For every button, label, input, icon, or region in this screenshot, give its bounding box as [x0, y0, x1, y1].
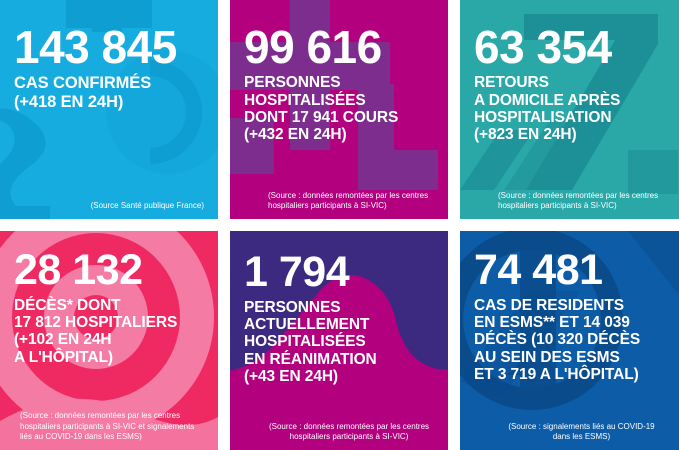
- spacer: [474, 144, 665, 191]
- stat-tile-retours-a-domicile: 63 354 RETOURS A DOMICILE APRÈS HOSPITAL…: [460, 0, 679, 219]
- stat-label-line: EN RÉANIMATION: [244, 350, 377, 368]
- stat-label: PERSONNES ACTUELLEMENT HOSPITALISÉES EN …: [244, 299, 434, 386]
- stat-label: DÉCÈS* DONT 17 812 HOSPITALIERS (+102 EN…: [14, 297, 204, 366]
- stat-label-line: A DOMICILE APRÈS: [474, 91, 621, 109]
- stat-source-line: (Source : données remontées par les cent…: [268, 190, 429, 200]
- stat-number: 63 354: [474, 21, 612, 73]
- stat-source-line: hospitaliers participants à SI-VIC et si…: [20, 421, 195, 431]
- stat-tile-cas-esms: 74 481 CAS DE RESIDENTS EN ESMS** ET 14 …: [460, 231, 679, 450]
- stat-source: (Source : données remontées par les cent…: [244, 191, 434, 211]
- stat-label-line: 17 812 HOSPITALIERS: [14, 313, 178, 331]
- stat-label-line: (+823 EN 24H): [474, 126, 577, 144]
- spacer: [14, 366, 204, 411]
- stat-tile-cas-confirmes: 143 845 CAS CONFIRMÉS (+418 EN 24H) (Sou…: [0, 0, 218, 219]
- stat-label-line: (+102 EN 24H: [14, 331, 112, 349]
- stat-label: CAS DE RESIDENTS EN ESMS** ET 14 039 DÉC…: [474, 297, 665, 384]
- stat-source: (Source : données remontées par les cent…: [14, 411, 204, 442]
- stat-label-line: CAS DE RESIDENTS: [474, 296, 624, 314]
- spacer: [14, 112, 204, 201]
- stat-number: 1 794: [244, 248, 350, 296]
- stat-source-line: (Source : signalements liés au COVID-19: [508, 421, 655, 431]
- stat-source-line: dans les ESMS): [552, 431, 611, 441]
- stat-tile-deces: 28 132 DÉCÈS* DONT 17 812 HOSPITALIERS (…: [0, 231, 218, 450]
- stat-label-line: RETOURS: [474, 74, 549, 92]
- stat-source: (Source Santé publique France): [14, 201, 204, 211]
- stat-label-line: PERSONNES: [244, 74, 341, 92]
- stat-tile-reanimation: 1 794 PERSONNES ACTUELLEMENT HOSPITALISÉ…: [230, 231, 448, 450]
- stat-label-line: HOSPITALISÉES: [244, 91, 366, 109]
- stat-source: (Source : données remontées par les cent…: [474, 191, 665, 211]
- stat-label-line: DONT 17 941 COURS: [244, 109, 399, 127]
- stat-label-line: HOSPITALISÉES: [244, 333, 366, 351]
- stat-source-line: (Source : données remontées par les cent…: [20, 411, 181, 421]
- stat-number: 74 481: [474, 246, 603, 294]
- stat-number: 99 616: [244, 21, 382, 73]
- stat-source: (Source : signalements liés au COVID-19 …: [474, 422, 665, 442]
- spacer: [244, 385, 434, 421]
- stat-source-line: hospitaliers participants à SI-VIC): [268, 200, 387, 210]
- stat-source-line: hospitaliers participants à SI-VIC): [289, 431, 409, 441]
- stat-number: 143 845: [14, 21, 177, 73]
- stat-label-line: PERSONNES: [244, 298, 341, 316]
- stat-label-line: HOSPITALISATION: [474, 109, 612, 127]
- stat-label-line: A L'HÔPITAL): [14, 348, 113, 366]
- spacer: [244, 144, 434, 191]
- stat-label-line: (+418 EN 24H): [14, 93, 124, 112]
- stat-label: PERSONNES HOSPITALISÉES DONT 17 941 COUR…: [244, 74, 434, 143]
- stat-source-line: hospitaliers participants à SI-VIC): [498, 200, 617, 210]
- stat-source: (Source : données remontées par les cent…: [244, 422, 434, 442]
- stat-label-line: AU SEIN DES ESMS: [474, 348, 620, 366]
- stat-label-line: ACTUELLEMENT: [244, 315, 370, 333]
- stat-tile-personnes-hospitalisees: 99 616 PERSONNES HOSPITALISÉES DONT 17 9…: [230, 0, 448, 219]
- stat-label: RETOURS A DOMICILE APRÈS HOSPITALISATION…: [474, 74, 665, 143]
- stat-source-line: (Source : données remontées par les cent…: [268, 421, 430, 431]
- spacer: [474, 383, 665, 421]
- stat-label-line: ET 3 719 A L'HÔPITAL): [474, 365, 639, 383]
- stat-source-line: (Source Santé publique France): [90, 200, 204, 210]
- stat-label-line: (+43 EN 24H): [244, 367, 338, 385]
- stat-label-line: (+432 EN 24H): [244, 126, 347, 144]
- stat-label-line: EN ESMS** ET 14 039: [474, 313, 630, 331]
- stat-label-line: DÉCÈS (10 320 DÉCÈS: [474, 331, 641, 349]
- stat-source-line: liés au COVID-19 dans les ESMS): [20, 431, 142, 441]
- stat-number: 28 132: [14, 246, 143, 294]
- stat-label-line: CAS CONFIRMÉS: [14, 74, 152, 93]
- stat-label-line: DÉCÈS* DONT: [14, 296, 121, 314]
- stat-label: CAS CONFIRMÉS (+418 EN 24H): [14, 74, 204, 112]
- stat-source-line: (Source : données remontées par les cent…: [498, 190, 659, 200]
